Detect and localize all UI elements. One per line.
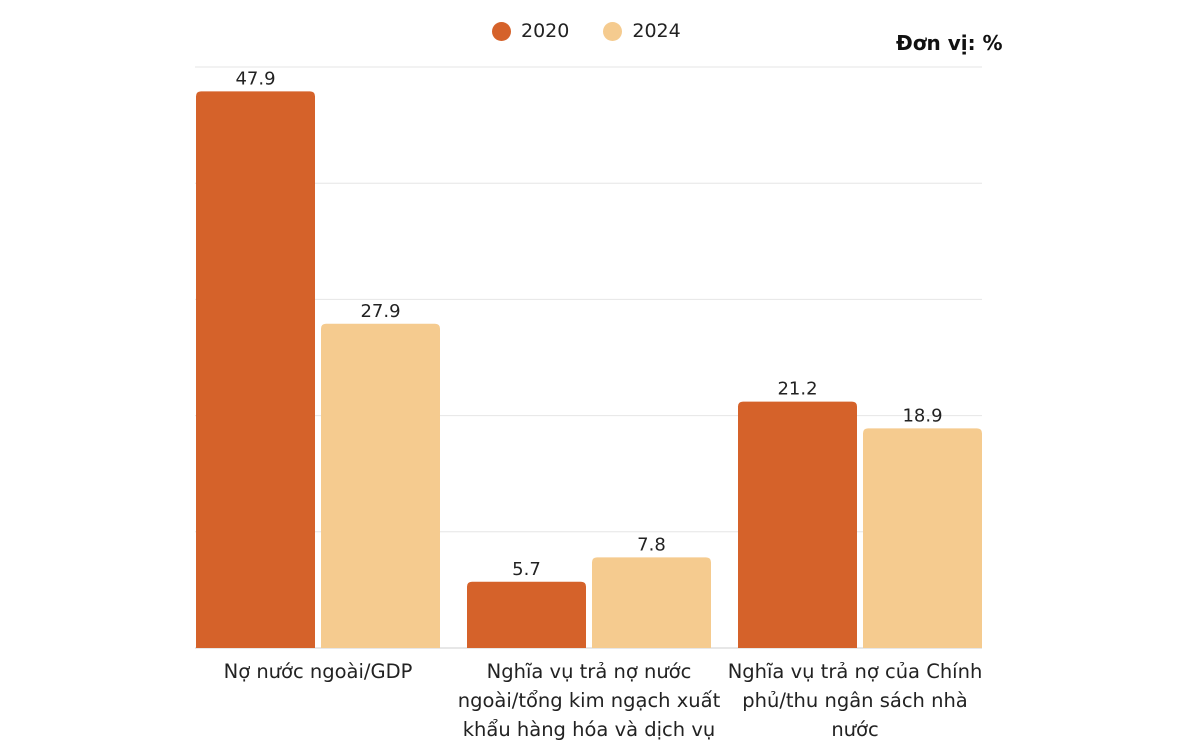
data-label-2020-3: 21.2: [777, 379, 817, 400]
bar-2020-2[interactable]: [467, 581, 586, 648]
legend-item-2024[interactable]: 2024: [603, 20, 681, 42]
data-label-2024-3: 18.9: [902, 405, 942, 426]
legend: 2020 2024: [492, 20, 681, 42]
data-label-2020-2: 5.7: [512, 559, 541, 580]
bar-2024-3[interactable]: [863, 428, 982, 648]
legend-swatch-2020: [492, 21, 511, 41]
category-label-3: Nghĩa vụ trả nợ của Chính phủ/thu ngân s…: [727, 660, 983, 741]
legend-swatch-2024: [603, 21, 623, 41]
legend-item-2020[interactable]: 2020: [492, 20, 569, 42]
legend-label-2024: 2024: [632, 20, 681, 42]
data-label-2024-2: 7.8: [637, 534, 666, 555]
bar-2020-1[interactable]: [196, 91, 315, 649]
category-label-2: Nghĩa vụ trả nợ nước ngoài/tổng kim ngạc…: [457, 660, 721, 741]
unit-label: Đơn vị: %: [896, 31, 1003, 55]
bar-2024-2[interactable]: [592, 557, 711, 648]
category-label-1: Nợ nước ngoài/GDP: [223, 660, 413, 683]
bar-2024-1[interactable]: [321, 323, 440, 648]
bar-2020-3[interactable]: [738, 401, 857, 648]
data-label-2024-1: 27.9: [360, 301, 400, 322]
data-label-2020-1: 47.9: [235, 68, 275, 89]
legend-label-2020: 2020: [521, 20, 570, 42]
